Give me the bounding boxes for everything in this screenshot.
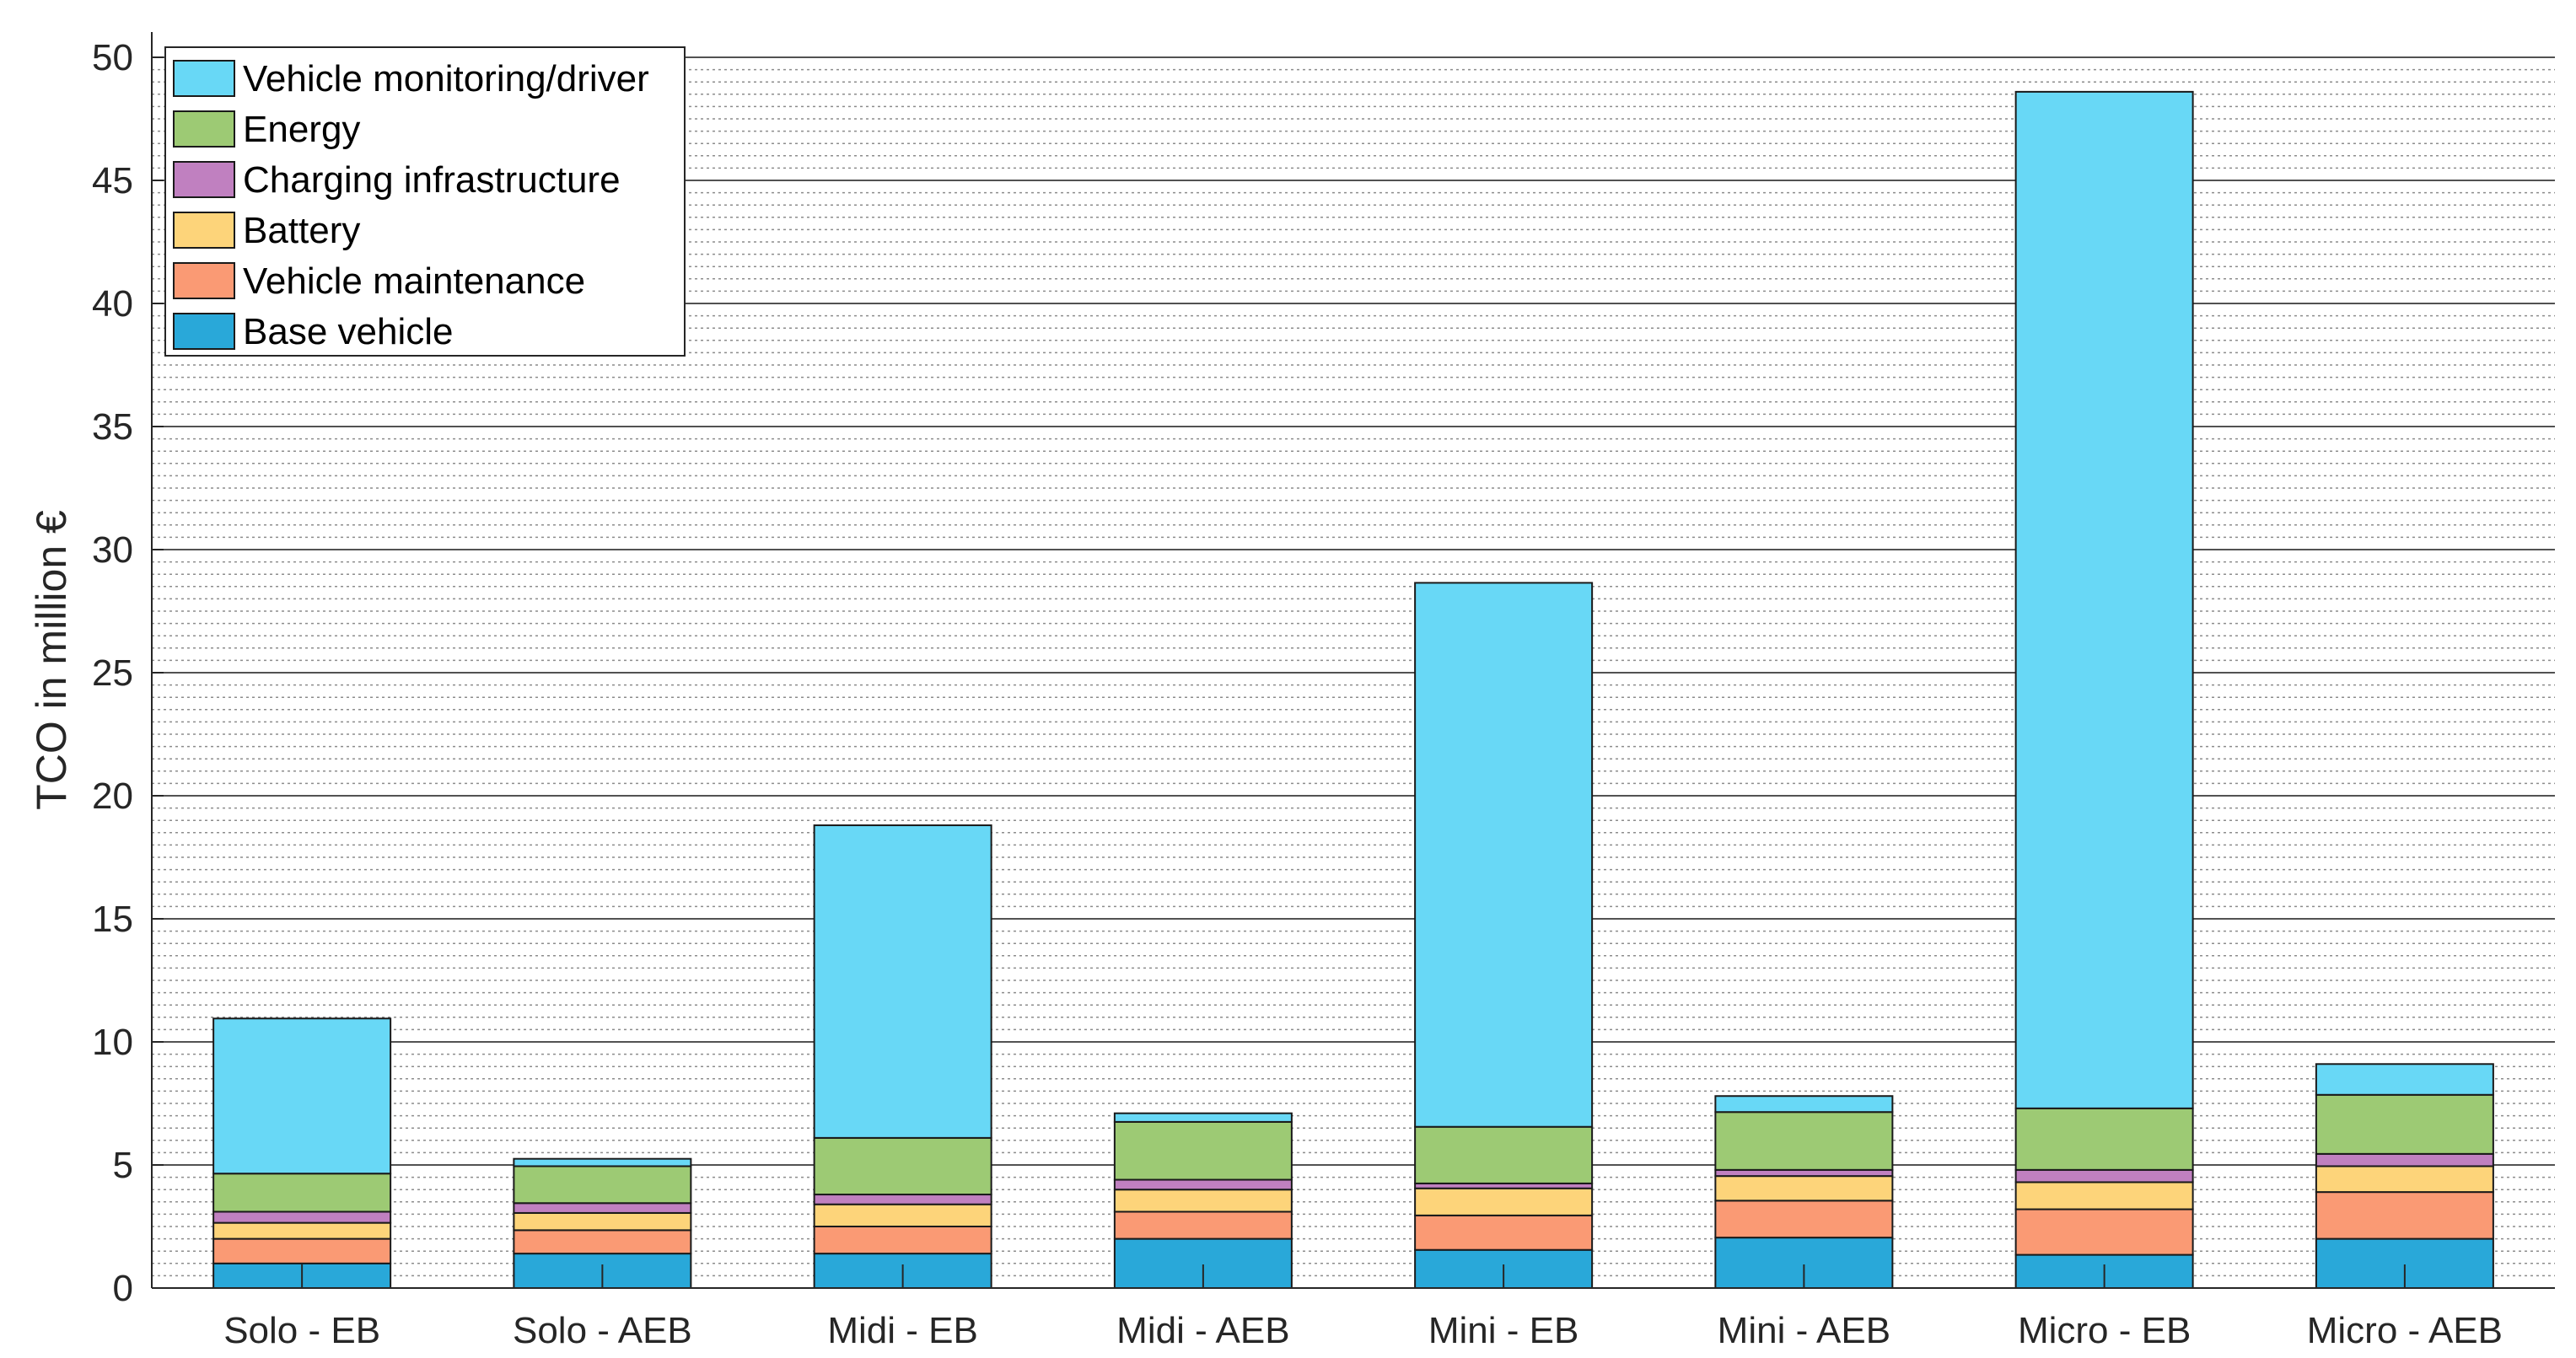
bar-segment	[2315, 1191, 2494, 1240]
legend-swatch	[173, 60, 235, 97]
bar-segment	[2014, 90, 2194, 1109]
bar-segment	[212, 1173, 392, 1213]
bar-segment	[212, 1237, 392, 1264]
x-tick-label: Micro - EB	[2018, 1310, 2191, 1351]
y-tick-label: 50	[92, 37, 133, 78]
y-tick-label: 0	[113, 1268, 133, 1309]
legend-entry-label: Vehicle maintenance	[243, 260, 585, 302]
bar-segment	[513, 1165, 692, 1205]
x-tick-label: Micro - AEB	[2307, 1310, 2503, 1351]
y-tick-label: 15	[92, 899, 133, 940]
bar-segment	[1714, 1175, 1894, 1202]
y-tick-label: 20	[92, 776, 133, 817]
x-tick-label: Mini - EB	[1428, 1310, 1578, 1351]
bar-segment	[1113, 1210, 1293, 1240]
legend-swatch	[173, 110, 235, 148]
bar-segment	[813, 1194, 992, 1205]
bar-segment	[1714, 1200, 1894, 1239]
x-tick-label: Solo - EB	[223, 1310, 380, 1351]
x-tick-label: Mini - AEB	[1718, 1310, 1890, 1351]
y-axis-title: TCO in million €	[28, 510, 75, 810]
bar-segment	[2315, 1152, 2494, 1167]
bar-segment	[2315, 1093, 2494, 1155]
bar-segment	[1714, 1111, 1894, 1171]
bar-segment	[813, 1226, 992, 1255]
bar-segment	[513, 1202, 692, 1214]
legend-entry-label: Charging infrastructure	[243, 159, 621, 201]
legend-swatch	[173, 212, 235, 249]
legend-box	[164, 46, 686, 357]
bar-segment	[813, 1203, 992, 1227]
bars-group	[212, 90, 2494, 1290]
bar-segment	[1113, 1112, 1293, 1123]
legend-entry-label: Vehicle monitoring/driver	[243, 58, 649, 99]
bar-segment	[2315, 1063, 2494, 1096]
bar-segment	[2014, 1181, 2194, 1210]
legend-entry-label: Energy	[243, 109, 360, 150]
bar-segment	[513, 1157, 692, 1167]
bar-segment	[513, 1229, 692, 1255]
y-tick-label: 25	[92, 652, 133, 694]
legend-entry-label: Battery	[243, 210, 360, 251]
x-axis-ticks: Solo - EB Solo - AEB Midi - EB Midi - AEB Mi…	[223, 1264, 2503, 1351]
y-tick-label: 35	[92, 406, 133, 448]
legend-swatch	[173, 262, 235, 299]
bar-segment	[212, 1221, 392, 1240]
y-tick-label: 45	[92, 160, 133, 201]
bar-segment	[1414, 582, 1594, 1128]
x-tick-label: Solo - AEB	[513, 1310, 692, 1351]
bar-segment	[2315, 1165, 2494, 1194]
bar-segment	[1714, 1168, 1894, 1178]
y-axis-ticks: 0 5 10 15 20 25 30 35 40 45 50	[92, 37, 164, 1309]
y-tick-label: 5	[113, 1145, 133, 1186]
bar-segment	[513, 1211, 692, 1232]
bar-segment	[212, 1210, 392, 1224]
bar-segment	[813, 824, 992, 1139]
bar-segment	[1113, 1178, 1293, 1191]
x-tick-label: Midi - EB	[827, 1310, 977, 1351]
y-tick-label: 30	[92, 529, 133, 571]
legend-swatch	[173, 313, 235, 350]
bar-segment	[1414, 1214, 1594, 1251]
bar-segment	[1414, 1125, 1594, 1184]
bar-segment	[1113, 1189, 1293, 1213]
bar-segment	[1414, 1187, 1594, 1216]
bar-segment	[2014, 1208, 2194, 1256]
legend: Vehicle monitoring/driver Energy Charging …	[164, 46, 686, 357]
bar-segment	[2014, 1168, 2194, 1184]
x-tick-label: Midi - AEB	[1116, 1310, 1289, 1351]
y-tick-label: 40	[92, 283, 133, 325]
bar-segment	[813, 1136, 992, 1196]
legend-entry-label: Base vehicle	[243, 311, 453, 352]
bar-segment	[212, 1017, 392, 1175]
legend-swatch	[173, 161, 235, 198]
bar-segment	[2014, 1107, 2194, 1171]
bar-segment	[1714, 1095, 1894, 1114]
bar-segment	[1113, 1120, 1293, 1181]
y-tick-label: 10	[92, 1022, 133, 1063]
